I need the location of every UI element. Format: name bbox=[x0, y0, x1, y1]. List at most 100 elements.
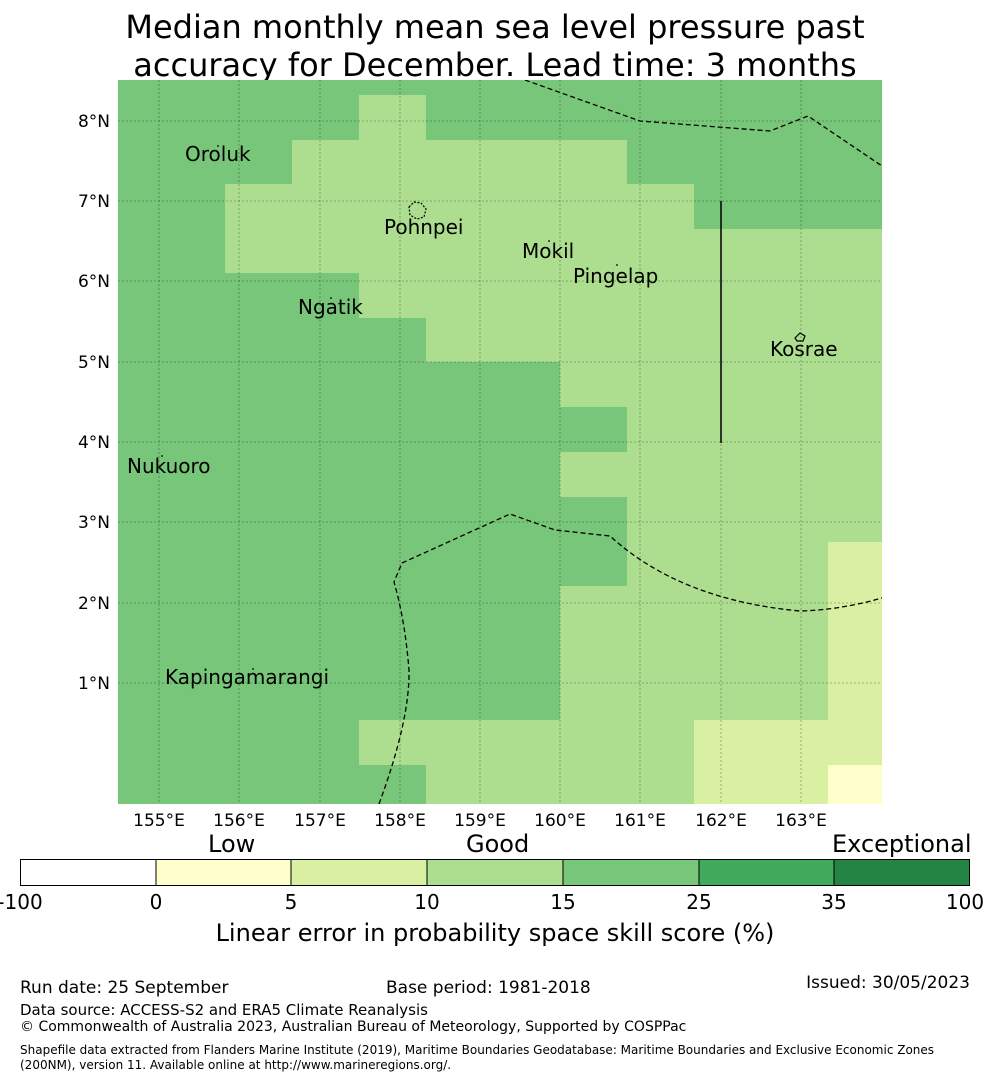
x-tick-label: 156°E bbox=[213, 811, 265, 830]
place-nukuoro: Nukuoro bbox=[127, 454, 211, 478]
x-tick-label: 162°E bbox=[695, 811, 747, 830]
grid-cell bbox=[493, 407, 561, 453]
grid-cell bbox=[359, 80, 427, 96]
grid-cell bbox=[627, 586, 695, 632]
grid-cell bbox=[828, 497, 882, 543]
grid-cell bbox=[493, 140, 561, 185]
y-tick-label: 5°N bbox=[78, 353, 110, 373]
grid-cell bbox=[292, 184, 360, 230]
grid-cell bbox=[292, 765, 360, 804]
grid-cell bbox=[560, 631, 628, 677]
colorbar-segment-4 bbox=[563, 859, 699, 886]
place-kosrae: Kosrae bbox=[770, 337, 838, 361]
grid-cell bbox=[359, 497, 427, 543]
grid-cell bbox=[627, 765, 695, 804]
legend-level-good: Good bbox=[466, 830, 530, 858]
grid-cell bbox=[359, 273, 427, 319]
grid-cell bbox=[225, 586, 293, 632]
colorbar-segment-2 bbox=[291, 859, 427, 886]
grid-cell bbox=[359, 631, 427, 677]
grid-cell bbox=[761, 184, 829, 230]
grid-cell bbox=[694, 720, 762, 766]
grid-cell bbox=[627, 407, 695, 453]
grid-cell bbox=[118, 80, 160, 96]
grid-cell bbox=[761, 273, 829, 319]
grid-cell bbox=[292, 631, 360, 677]
y-tick-label: 8°N bbox=[78, 112, 110, 132]
grid-cell bbox=[225, 676, 293, 721]
grid-cell bbox=[560, 497, 628, 543]
grid-cell bbox=[118, 140, 160, 185]
legend-level-exceptional: Exceptional bbox=[832, 830, 972, 858]
colorbar-tick: 0 bbox=[149, 890, 163, 914]
place-ngatik: Ngatik bbox=[298, 295, 363, 319]
grid-cell bbox=[118, 407, 160, 453]
grid-cell bbox=[627, 452, 695, 498]
pohnpei-outline bbox=[408, 201, 427, 220]
colorbar-tick: 10 bbox=[414, 890, 440, 914]
grid-cell bbox=[225, 140, 293, 185]
colorbar-tick: 25 bbox=[686, 890, 712, 914]
colorbar-segment-6 bbox=[834, 859, 970, 886]
grid-cell bbox=[828, 720, 882, 766]
grid-cell bbox=[359, 586, 427, 632]
grid-cell bbox=[560, 586, 628, 632]
copyright: © Commonwealth of Australia 2023, Austra… bbox=[20, 1019, 687, 1035]
grid-cell bbox=[118, 452, 160, 498]
grid-cell bbox=[560, 765, 628, 804]
grid-cell bbox=[159, 273, 226, 319]
grid-cell bbox=[426, 765, 494, 804]
grid-cell bbox=[159, 184, 226, 230]
grid-cell bbox=[292, 318, 360, 363]
x-tick-label: 161°E bbox=[614, 811, 666, 830]
grid-cell bbox=[359, 318, 427, 363]
grid-cell bbox=[225, 184, 293, 230]
grid-cell bbox=[493, 95, 561, 141]
colorbar bbox=[20, 859, 970, 886]
place-mokil: Mokil bbox=[522, 239, 574, 263]
grid-cell bbox=[560, 184, 628, 230]
colorbar-tick: 35 bbox=[821, 890, 847, 914]
grid-cell bbox=[359, 720, 427, 766]
grid-cell bbox=[761, 229, 829, 274]
grid-cell bbox=[560, 318, 628, 363]
grid-cell bbox=[118, 318, 160, 363]
island-outlines bbox=[408, 201, 806, 342]
grid-cell bbox=[426, 720, 494, 766]
colorbar-segment-3 bbox=[427, 859, 563, 886]
grid-cell bbox=[159, 80, 226, 96]
grid-cell bbox=[828, 676, 882, 721]
grid-cell bbox=[828, 452, 882, 498]
grid-cell bbox=[292, 542, 360, 587]
grid-cell bbox=[560, 273, 628, 319]
eez-boundary-south bbox=[378, 513, 882, 804]
grid-cell bbox=[225, 229, 293, 274]
grid-cell bbox=[118, 631, 160, 677]
y-axis-ticks: 8°N 7°N 6°N 5°N 4°N 3°N 2°N 1°N bbox=[78, 112, 110, 694]
grid-cell bbox=[627, 80, 695, 96]
grid-cell bbox=[560, 229, 628, 274]
grid-cell bbox=[225, 720, 293, 766]
grid-cell bbox=[627, 318, 695, 363]
grid-cell bbox=[292, 362, 360, 408]
y-tick-label: 3°N bbox=[78, 513, 110, 533]
eez-boundary-north bbox=[524, 80, 882, 167]
grid-cell bbox=[828, 80, 882, 96]
grid-cell bbox=[225, 631, 293, 677]
grid-cell bbox=[761, 631, 829, 677]
grid-cell bbox=[292, 586, 360, 632]
grid-cell bbox=[292, 452, 360, 498]
grid-cell bbox=[828, 362, 882, 408]
grid-cell bbox=[292, 140, 360, 185]
kosrae-outline bbox=[794, 332, 806, 342]
grid-cell bbox=[627, 676, 695, 721]
grid-cell bbox=[159, 452, 226, 498]
grid-cell bbox=[761, 362, 829, 408]
grid-cell bbox=[627, 631, 695, 677]
grid-cell bbox=[225, 362, 293, 408]
grid-cell bbox=[761, 95, 829, 141]
grid-cell bbox=[627, 140, 695, 185]
grid-cell bbox=[560, 676, 628, 721]
grid-cell bbox=[493, 318, 561, 363]
grid-cell bbox=[292, 95, 360, 141]
